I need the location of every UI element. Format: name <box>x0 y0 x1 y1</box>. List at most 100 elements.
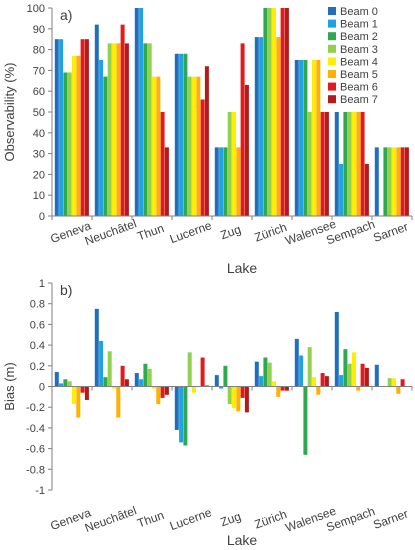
bar <box>187 352 192 387</box>
bar <box>200 99 205 216</box>
bar <box>303 60 308 216</box>
bar <box>54 39 59 217</box>
x-axis-title: Lake <box>227 260 258 276</box>
legend-entry: Beam 6 <box>340 82 378 94</box>
bar <box>356 386 361 391</box>
bar <box>143 363 148 387</box>
bar <box>99 340 104 387</box>
bar <box>352 112 356 216</box>
y-tick-label: -0.8 <box>26 464 45 476</box>
bar <box>124 43 129 216</box>
bar <box>152 76 156 216</box>
x-tick-label: Thun <box>135 508 165 531</box>
bar <box>276 386 281 397</box>
bar <box>179 53 184 217</box>
bar <box>147 43 152 216</box>
bar <box>72 55 76 217</box>
bar <box>67 72 72 216</box>
x-tick-label: Neuchâtel <box>83 216 139 248</box>
bar <box>219 386 224 389</box>
y-tick-label: 60 <box>33 86 45 98</box>
bar <box>312 60 316 216</box>
legend-entry: Beam 3 <box>340 44 378 56</box>
y-tick-label: 0 <box>39 211 45 223</box>
bar <box>164 147 169 216</box>
bar <box>236 386 241 412</box>
bar <box>280 8 285 216</box>
bar <box>192 76 196 216</box>
bar <box>267 8 272 216</box>
y-tick-label: -0.2 <box>26 402 45 414</box>
bar <box>374 364 379 387</box>
bar <box>320 112 325 216</box>
bar <box>223 365 228 387</box>
bar <box>200 357 205 387</box>
bar <box>267 362 272 387</box>
bar <box>263 8 268 216</box>
bar <box>404 147 409 216</box>
bar <box>134 373 139 387</box>
y-tick-label: 100 <box>27 3 45 15</box>
bar <box>116 386 121 418</box>
bar <box>227 386 232 405</box>
bar <box>396 147 401 216</box>
bar <box>347 363 352 387</box>
bar <box>124 379 129 387</box>
bar <box>294 338 299 387</box>
bar <box>227 112 232 216</box>
bar <box>156 76 161 216</box>
x-tick-label: Zürich <box>253 220 289 245</box>
bar <box>103 377 108 387</box>
bar <box>392 147 396 216</box>
bar <box>139 379 144 387</box>
bar <box>259 376 264 387</box>
bar <box>396 386 401 394</box>
y-tick-label: 0 <box>39 382 45 394</box>
y-tick-label: 1 <box>39 278 45 290</box>
bar <box>59 383 64 387</box>
x-axis-title: Lake <box>227 532 258 548</box>
bar <box>112 386 116 389</box>
bar <box>156 386 161 405</box>
y-tick-label: -1 <box>35 485 45 497</box>
bar <box>392 378 396 387</box>
bar <box>387 378 392 387</box>
legend-swatch <box>328 95 336 104</box>
bar <box>143 43 148 216</box>
bar <box>334 311 339 387</box>
bar <box>174 386 179 430</box>
bar <box>312 377 316 387</box>
bar <box>160 112 165 216</box>
bar <box>280 386 285 391</box>
bar <box>343 349 348 387</box>
panel-label: b) <box>60 282 72 298</box>
x-tick-label: Neuchâtel <box>83 503 139 535</box>
legend-swatch <box>328 44 336 53</box>
bar <box>400 379 405 387</box>
legend-swatch <box>328 82 336 91</box>
bar <box>339 375 344 387</box>
bar <box>316 60 321 216</box>
legend-swatch <box>328 7 336 15</box>
bar <box>307 347 312 387</box>
bar <box>187 76 192 216</box>
bar <box>219 147 224 216</box>
bar <box>299 60 304 216</box>
y-tick-label: 0.8 <box>30 299 45 311</box>
legend-entry: Beam 4 <box>340 56 378 68</box>
bar <box>316 386 321 395</box>
bar <box>244 386 249 413</box>
bar <box>343 112 348 216</box>
bar <box>364 164 369 216</box>
bar <box>112 43 116 216</box>
bar <box>263 357 268 387</box>
y-tick-label: 0.4 <box>30 340 45 352</box>
y-axis-title: Observability (%) <box>2 63 17 162</box>
bar <box>324 376 329 387</box>
bar <box>94 308 99 387</box>
legend-swatch <box>328 70 336 78</box>
bar <box>94 24 99 216</box>
y-tick-label: -0.6 <box>26 444 45 456</box>
x-tick-label: Lucerne <box>168 218 214 246</box>
